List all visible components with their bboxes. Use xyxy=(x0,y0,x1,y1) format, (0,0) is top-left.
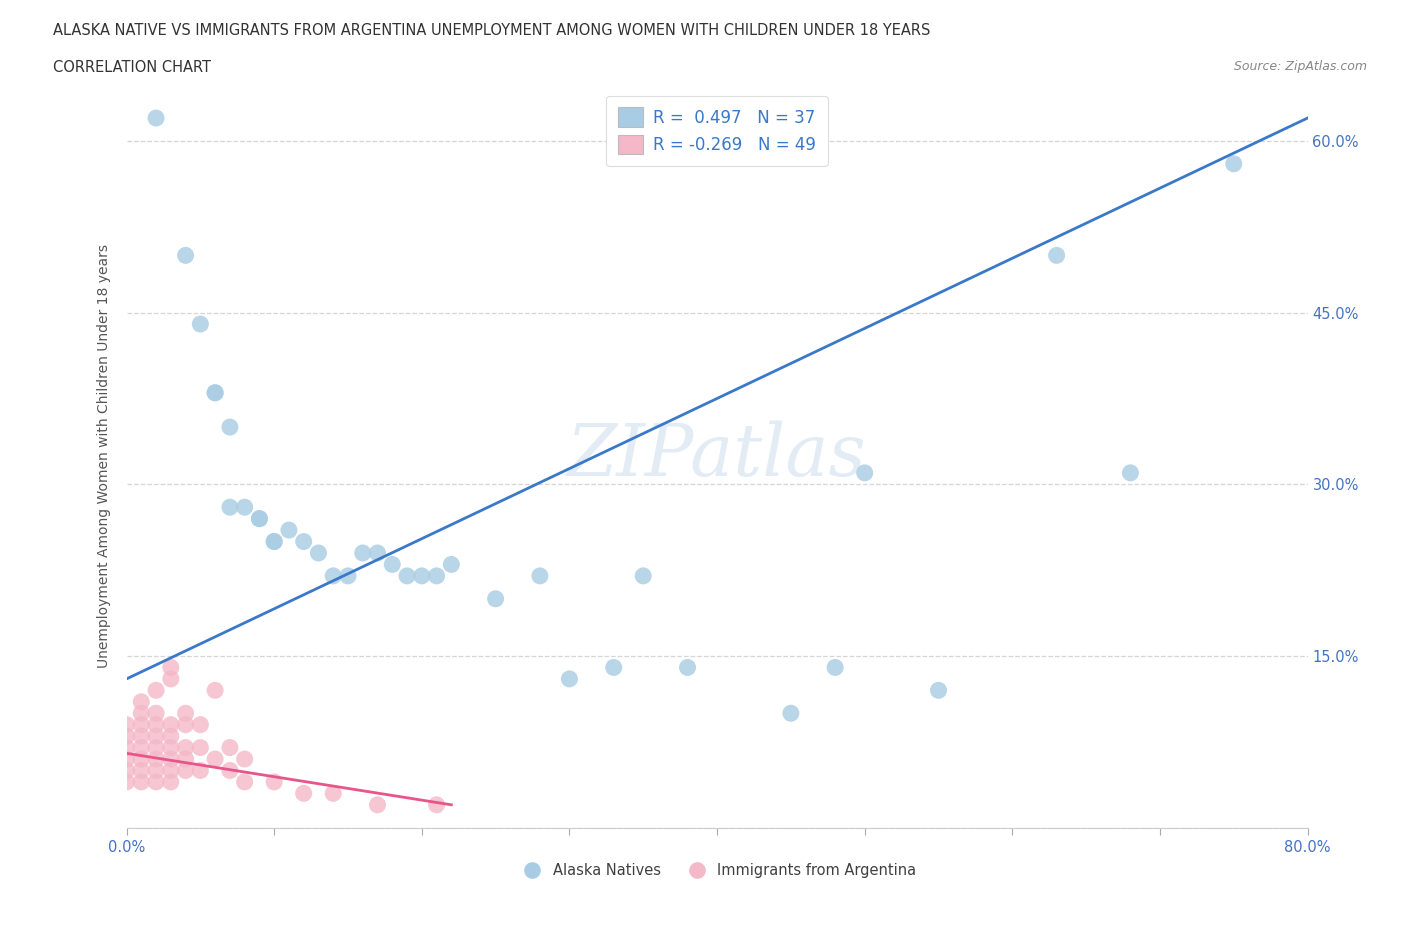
Point xyxy=(159,763,183,777)
Point xyxy=(337,568,360,583)
Point xyxy=(352,546,374,561)
Point xyxy=(129,706,153,721)
Point xyxy=(159,775,183,790)
Point xyxy=(824,660,846,675)
Point xyxy=(145,111,167,126)
Point xyxy=(676,660,699,675)
Point xyxy=(853,465,876,480)
Point xyxy=(115,717,138,732)
Point xyxy=(129,740,153,755)
Point xyxy=(174,763,197,777)
Point xyxy=(145,751,167,766)
Point xyxy=(174,740,197,755)
Legend: Alaska Natives, Immigrants from Argentina: Alaska Natives, Immigrants from Argentin… xyxy=(512,857,922,884)
Point xyxy=(233,499,256,514)
Point xyxy=(529,568,551,583)
Point xyxy=(233,775,256,790)
Point xyxy=(204,385,226,400)
Point xyxy=(145,717,167,732)
Point xyxy=(396,568,419,583)
Point xyxy=(558,671,581,686)
Point xyxy=(204,683,226,698)
Point xyxy=(188,763,211,777)
Point xyxy=(263,775,285,790)
Point xyxy=(233,751,256,766)
Point xyxy=(145,775,167,790)
Point xyxy=(425,797,447,812)
Point xyxy=(115,740,138,755)
Point xyxy=(440,557,463,572)
Point xyxy=(115,751,138,766)
Point xyxy=(219,740,242,755)
Point xyxy=(425,568,447,583)
Point xyxy=(174,751,197,766)
Point xyxy=(159,717,183,732)
Point xyxy=(159,740,183,755)
Point xyxy=(292,534,315,549)
Point xyxy=(188,717,211,732)
Point xyxy=(129,775,153,790)
Point xyxy=(129,751,153,766)
Point xyxy=(322,786,344,801)
Point xyxy=(129,729,153,744)
Point xyxy=(278,523,301,538)
Point xyxy=(204,751,226,766)
Point xyxy=(174,706,197,721)
Point xyxy=(159,729,183,744)
Point xyxy=(115,729,138,744)
Y-axis label: Unemployment Among Women with Children Under 18 years: Unemployment Among Women with Children U… xyxy=(97,244,111,668)
Text: ALASKA NATIVE VS IMMIGRANTS FROM ARGENTINA UNEMPLOYMENT AMONG WOMEN WITH CHILDRE: ALASKA NATIVE VS IMMIGRANTS FROM ARGENTI… xyxy=(53,23,931,38)
Point xyxy=(174,248,197,263)
Point xyxy=(484,591,508,606)
Point xyxy=(366,797,388,812)
Text: ZIPatlas: ZIPatlas xyxy=(567,420,868,491)
Point xyxy=(145,729,167,744)
Point xyxy=(145,683,167,698)
Point xyxy=(263,534,285,549)
Point xyxy=(322,568,344,583)
Point xyxy=(159,660,183,675)
Point xyxy=(631,568,654,583)
Point xyxy=(1119,465,1142,480)
Point xyxy=(159,751,183,766)
Point xyxy=(219,419,242,434)
Point xyxy=(307,546,329,561)
Point xyxy=(188,740,211,755)
Point xyxy=(115,775,138,790)
Point xyxy=(115,763,138,777)
Point xyxy=(219,499,242,514)
Point xyxy=(247,512,270,526)
Point xyxy=(129,695,153,710)
Point xyxy=(1222,156,1246,171)
Point xyxy=(145,740,167,755)
Point xyxy=(381,557,404,572)
Point xyxy=(129,763,153,777)
Point xyxy=(219,763,242,777)
Point xyxy=(188,316,211,331)
Text: CORRELATION CHART: CORRELATION CHART xyxy=(53,60,211,75)
Point xyxy=(174,717,197,732)
Point xyxy=(292,786,315,801)
Point xyxy=(779,706,801,721)
Point xyxy=(204,385,226,400)
Point xyxy=(928,683,950,698)
Point xyxy=(247,512,270,526)
Point xyxy=(1045,248,1069,263)
Point xyxy=(129,717,153,732)
Point xyxy=(159,671,183,686)
Point xyxy=(411,568,433,583)
Point xyxy=(366,546,388,561)
Point xyxy=(603,660,626,675)
Point xyxy=(145,706,167,721)
Point xyxy=(263,534,285,549)
Point xyxy=(145,763,167,777)
Text: Source: ZipAtlas.com: Source: ZipAtlas.com xyxy=(1233,60,1367,73)
